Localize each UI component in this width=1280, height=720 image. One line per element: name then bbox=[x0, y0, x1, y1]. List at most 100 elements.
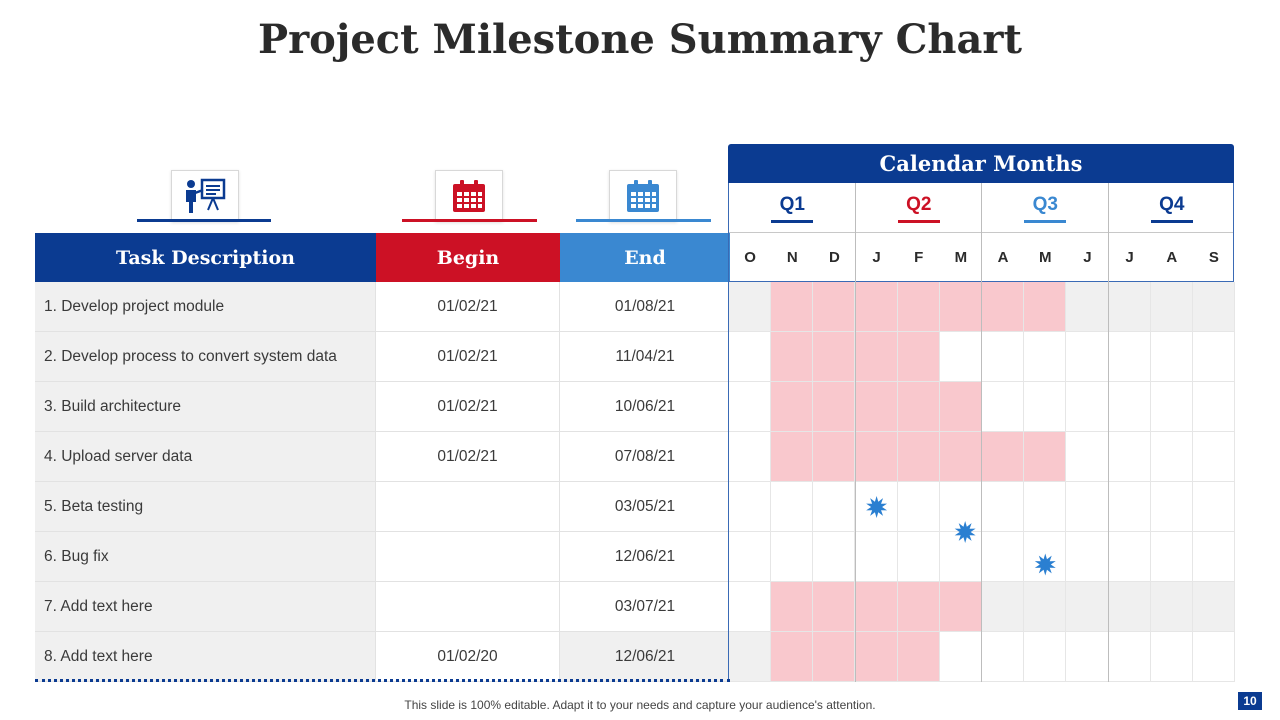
begin-date-cell: 01/02/21 bbox=[376, 282, 560, 332]
grid-cell bbox=[1192, 482, 1236, 532]
grid-cell bbox=[1024, 332, 1067, 382]
month-label: J bbox=[872, 249, 881, 266]
end-date-cell: 03/05/21 bbox=[560, 482, 730, 532]
gantt-bar-cell bbox=[855, 432, 898, 482]
grid-cell bbox=[1024, 532, 1067, 582]
quarter-text: Q3 bbox=[1032, 194, 1058, 215]
gantt-bar-cell bbox=[939, 432, 982, 482]
grid-cell bbox=[939, 632, 982, 682]
task-description-cell: 4. Upload server data bbox=[35, 432, 376, 482]
gantt-bar-cell bbox=[855, 332, 898, 382]
begin-date-cell: 01/02/21 bbox=[376, 432, 560, 482]
task-icon-underline bbox=[137, 219, 271, 222]
grid-cell bbox=[939, 532, 982, 582]
end-date-cell: 10/06/21 bbox=[560, 382, 730, 432]
month-label: J bbox=[1083, 249, 1092, 266]
gantt-bar-cell bbox=[813, 582, 856, 632]
task-description-cell: 7. Add text here bbox=[35, 582, 376, 632]
grid-cell bbox=[1150, 382, 1193, 432]
grid-cell bbox=[1108, 382, 1151, 432]
task-description-cell: 2. Develop process to convert system dat… bbox=[35, 332, 376, 382]
month-label: M bbox=[1039, 249, 1052, 266]
task-description-cell: 3. Build architecture bbox=[35, 382, 376, 432]
gantt-bar-cell bbox=[855, 632, 898, 682]
grid-cell bbox=[855, 482, 898, 532]
quarter-label: Q4 bbox=[1109, 185, 1236, 232]
grid-cell bbox=[813, 532, 856, 582]
quarter-text: Q2 bbox=[906, 194, 932, 215]
presentation-icon bbox=[186, 178, 226, 213]
gantt-bar-cell bbox=[1024, 282, 1067, 332]
grid-cell bbox=[982, 632, 1025, 682]
grid-cell bbox=[1150, 482, 1193, 532]
grid-cell bbox=[855, 532, 898, 582]
gantt-bar-cell bbox=[771, 432, 814, 482]
gantt-bar-cell bbox=[939, 382, 982, 432]
month-label: F bbox=[914, 249, 924, 266]
quarter-text: Q4 bbox=[1159, 194, 1185, 215]
grid-cell bbox=[1192, 632, 1236, 682]
begin-date-cell bbox=[376, 582, 560, 632]
gantt-bar-cell bbox=[771, 282, 814, 332]
grid-cell bbox=[1150, 332, 1193, 382]
grid-cell bbox=[1108, 432, 1151, 482]
grid-cell bbox=[1192, 382, 1236, 432]
month-label: A bbox=[997, 249, 1009, 266]
grid-cell bbox=[1192, 582, 1236, 632]
grid-cell bbox=[1150, 632, 1193, 682]
gantt-bar-cell bbox=[771, 382, 814, 432]
end-date-cell: 12/06/21 bbox=[560, 532, 730, 582]
grid-cell bbox=[729, 632, 772, 682]
month-label: N bbox=[786, 249, 798, 266]
quarter-underline bbox=[1024, 220, 1067, 223]
begin-date-cell: 01/02/21 bbox=[376, 382, 560, 432]
calendar-icon bbox=[627, 180, 659, 212]
end-date-cell: 12/06/21 bbox=[560, 632, 730, 682]
gantt-bar-cell bbox=[813, 282, 856, 332]
grid-cell bbox=[813, 482, 856, 532]
gantt-bar-cell bbox=[939, 282, 982, 332]
grid-cell bbox=[1108, 632, 1151, 682]
quarter-separator bbox=[1107, 183, 1109, 682]
grid-cell bbox=[771, 532, 814, 582]
month-label: M bbox=[954, 249, 968, 266]
quarter-label: Q3 bbox=[982, 185, 1109, 232]
end-header: End bbox=[560, 233, 730, 282]
grid-cell bbox=[1066, 632, 1109, 682]
end-icon-underline bbox=[576, 219, 711, 222]
month-label: S bbox=[1208, 249, 1219, 266]
task-description-cell: 1. Develop project module bbox=[35, 282, 376, 332]
gantt-bar-cell bbox=[813, 432, 856, 482]
quarter-underline bbox=[1150, 220, 1193, 223]
grid-cell bbox=[1108, 282, 1151, 332]
grid-cell bbox=[1192, 432, 1236, 482]
page-number: 10 bbox=[1238, 692, 1262, 710]
quarter-divider bbox=[729, 232, 1233, 233]
grid-cell bbox=[1066, 282, 1109, 332]
gantt-bar-cell bbox=[939, 582, 982, 632]
grid-cell bbox=[1066, 532, 1109, 582]
quarter-label: Q2 bbox=[856, 185, 983, 232]
end-icon-box bbox=[609, 170, 677, 222]
task-description-cell: 6. Bug fix bbox=[35, 532, 376, 582]
grid-cell bbox=[729, 482, 772, 532]
gantt-bar-cell bbox=[813, 382, 856, 432]
task-description-cell: 8. Add text here bbox=[35, 632, 376, 682]
grid-cell bbox=[1066, 382, 1109, 432]
grid-cell bbox=[897, 482, 940, 532]
end-date-cell: 11/04/21 bbox=[560, 332, 730, 382]
end-date-cell: 01/08/21 bbox=[560, 282, 730, 332]
begin-icon-underline bbox=[402, 219, 537, 222]
grid-cell bbox=[1108, 582, 1151, 632]
begin-icon-box bbox=[435, 170, 503, 222]
begin-date-cell bbox=[376, 532, 560, 582]
grid-cell bbox=[729, 282, 772, 332]
gantt-bar-cell bbox=[771, 582, 814, 632]
month-label: D bbox=[828, 249, 840, 266]
grid-cell bbox=[1066, 432, 1109, 482]
grid-cell bbox=[897, 532, 940, 582]
grid-cell bbox=[982, 482, 1025, 532]
grid-cell bbox=[1108, 332, 1151, 382]
grid-cell bbox=[982, 532, 1025, 582]
begin-date-cell: 01/02/21 bbox=[376, 332, 560, 382]
